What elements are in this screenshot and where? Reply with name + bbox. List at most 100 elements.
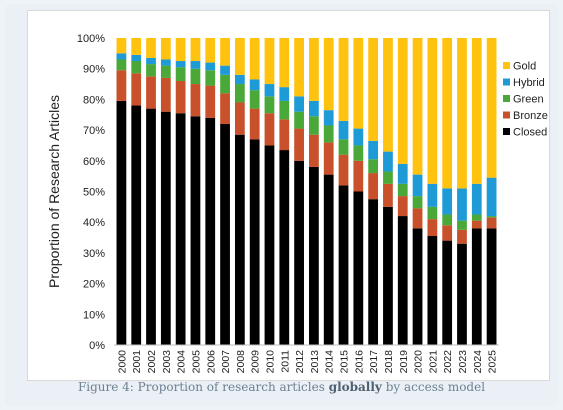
bar-gold-2018: [383, 38, 393, 152]
bar-bronze-2003: [160, 77, 171, 112]
y-tick-label: 60%: [83, 156, 105, 168]
bar-green-2000: [116, 59, 127, 71]
bar-hybrid-2010: [264, 84, 275, 97]
legend-label-gold: Gold: [513, 61, 536, 73]
y-tick-label: 40%: [83, 217, 105, 229]
bar-bronze-2000: [116, 70, 127, 101]
bar-gold-2021: [427, 38, 438, 184]
bar-closed-2021: [427, 236, 438, 345]
bar-gold-2004: [175, 38, 186, 62]
bar-green-2018: [383, 171, 393, 184]
bar-closed-2001: [131, 105, 142, 345]
bar-bronze-2017: [368, 173, 379, 200]
bar-green-2009: [249, 90, 260, 109]
bar-gold-2023: [457, 38, 467, 189]
bar-green-2013: [309, 116, 319, 135]
bar-green-2004: [175, 67, 186, 81]
bar-green-2020: [412, 196, 423, 209]
bar-gold-2019: [397, 38, 408, 164]
bar-gold-2024: [471, 38, 482, 184]
bar-bronze-2022: [442, 225, 453, 241]
bar-bronze-2008: [234, 102, 245, 135]
bar-hybrid-2012: [294, 96, 304, 112]
legend-label-green: Green: [513, 94, 544, 106]
stacked-bar-chart: 0% 10% 20% 30% 40% 50% 60% 70% 80% 90% 100% Proport…: [46, 33, 548, 374]
x-tick-label: 2001: [131, 350, 143, 374]
bar-gold-2015: [338, 38, 349, 121]
bar-hybrid-2019: [397, 163, 408, 184]
bar-gold-2013: [309, 38, 319, 101]
bar-bronze-2024: [471, 220, 482, 229]
bar-gold-2022: [442, 38, 453, 189]
bar-bronze-2021: [427, 219, 438, 237]
bar-hybrid-2024: [471, 183, 482, 215]
x-tick-label: 2002: [146, 350, 158, 374]
bar-hybrid-2000: [116, 53, 127, 60]
bar-hybrid-2002: [146, 57, 156, 65]
x-tick-label: 2008: [235, 350, 247, 374]
bar-hybrid-2004: [175, 61, 186, 68]
caption-bold: globally: [328, 380, 382, 394]
x-tick-label: 2017: [368, 350, 380, 374]
x-tick-label: 2003: [161, 350, 173, 374]
bar-gold-2001: [131, 38, 142, 55]
y-tick-label: 90%: [83, 64, 105, 76]
bar-green-2015: [338, 139, 349, 155]
x-tick-label: 2012: [294, 350, 306, 374]
bar-closed-2008: [234, 134, 245, 345]
bar-closed-2012: [294, 160, 304, 345]
bar-closed-2013: [309, 166, 319, 345]
x-tick-label: 2018: [383, 350, 395, 374]
bar-closed-2006: [205, 117, 216, 345]
x-tick-label: 2004: [176, 350, 188, 374]
bar-bronze-2002: [146, 76, 156, 109]
bar-green-2006: [205, 70, 216, 86]
bar-closed-2024: [471, 228, 482, 345]
legend-label-bronze: Bronze: [513, 110, 548, 122]
bar-gold-2016: [353, 38, 364, 129]
caption-suffix: by access model: [381, 380, 486, 394]
x-tick-label: 2005: [190, 350, 202, 374]
bar-green-2022: [442, 214, 453, 226]
bar-hybrid-2006: [205, 62, 216, 71]
bar-bronze-2015: [338, 154, 349, 186]
bar-hybrid-2017: [368, 140, 379, 160]
bar-gold-2012: [294, 38, 304, 97]
bar-closed-2007: [220, 123, 230, 346]
x-tick-label: 2006: [205, 350, 217, 374]
legend-swatch-bronze: [503, 111, 510, 119]
bar-gold-2010: [264, 38, 275, 85]
bar-hybrid-2018: [383, 151, 393, 172]
x-tick-label: 2010: [264, 350, 276, 374]
bar-green-2010: [264, 96, 275, 114]
bar-gold-2005: [190, 38, 201, 62]
bar-hybrid-2003: [160, 59, 171, 66]
bar-green-2025: [486, 216, 497, 218]
y-axis-title: Proportion of Research Articles: [46, 95, 62, 288]
x-tick-label: 2021: [427, 350, 439, 374]
bar-hybrid-2011: [279, 87, 290, 101]
bar-green-2008: [234, 84, 245, 103]
bar-green-2012: [294, 111, 304, 129]
x-tick-label: 2023: [457, 350, 469, 374]
bar-green-2016: [353, 145, 364, 161]
bar-gold-2025: [486, 38, 497, 178]
bar-bronze-2001: [131, 73, 142, 106]
caption-prefix: Figure 4: Proportion of research article…: [77, 380, 329, 394]
x-tick-label: 2015: [339, 350, 351, 374]
y-tick-label: 70%: [83, 125, 105, 137]
legend-swatch-gold: [503, 62, 510, 69]
y-tick-label: 0%: [89, 340, 105, 352]
bar-hybrid-2023: [457, 188, 467, 221]
y-tick-label: 10%: [83, 309, 105, 321]
bar-gold-2020: [412, 38, 423, 175]
bar-bronze-2014: [323, 142, 334, 175]
bar-closed-2000: [116, 100, 127, 346]
figure-card: 0% 10% 20% 30% 40% 50% 60% 70% 80% 90% 100% Proport…: [5, 4, 558, 406]
bar-hybrid-2022: [442, 188, 453, 215]
bar-green-2003: [160, 65, 171, 78]
bar-hybrid-2016: [353, 128, 364, 146]
bar-gold-2000: [116, 38, 127, 54]
bar-gold-2014: [323, 38, 334, 111]
bar-bronze-2007: [220, 93, 230, 124]
